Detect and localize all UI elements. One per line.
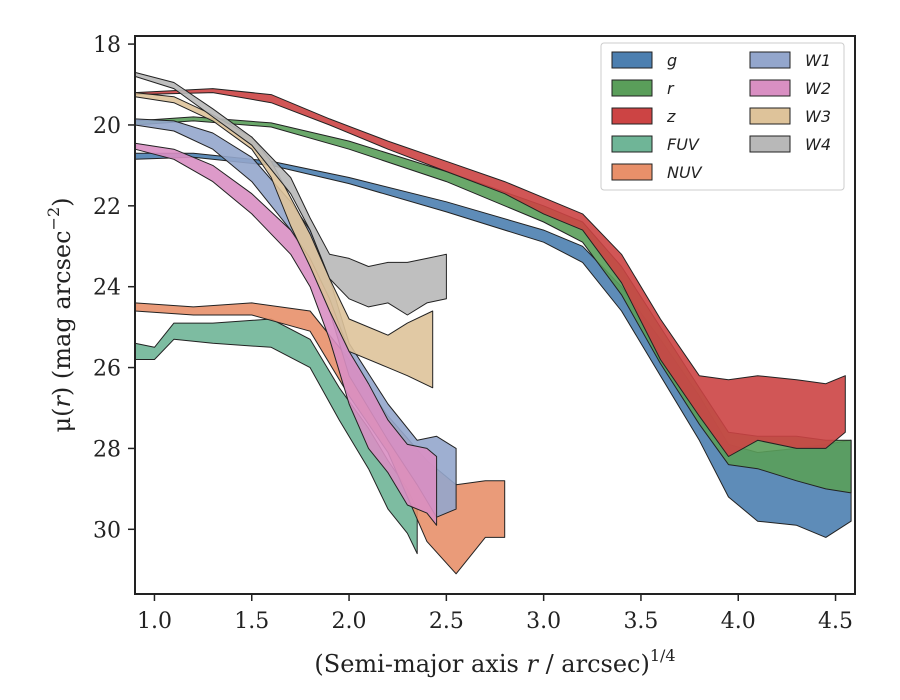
legend-label-z: z: [666, 107, 676, 126]
x-tick-label: 4.5: [818, 609, 853, 634]
legend-label-w3: W3: [805, 107, 831, 126]
legend-swatch-g: [611, 51, 653, 69]
x-axis-label: (Semi-major axis r / arcsec)1/4: [314, 646, 675, 678]
y-axis-label: μ(r) (mag arcsec−2): [44, 197, 76, 432]
legend-swatch-w1: [749, 51, 791, 69]
y-tick-label: 22: [93, 195, 121, 220]
x-tick-label: 3.0: [526, 609, 561, 634]
legend-swatch-w2: [749, 79, 791, 97]
band-w4: [134, 71, 447, 316]
legend-swatch-fuv: [611, 135, 653, 153]
legend-swatch-w3: [749, 107, 791, 125]
legend-swatch-z: [611, 107, 653, 125]
y-axis-ticks: 18 20 22 24 26 28 30: [93, 33, 135, 543]
legend-swatch-r: [611, 79, 653, 97]
x-tick-label: 2.0: [332, 609, 367, 634]
y-tick-label: 30: [93, 518, 121, 543]
x-tick-label: 2.5: [429, 609, 464, 634]
x-tick-label: 4.0: [721, 609, 756, 634]
y-tick-label: 26: [93, 357, 121, 382]
legend-label-w4: W4: [805, 135, 831, 154]
x-tick-label: 1.5: [234, 609, 269, 634]
band-g: [134, 152, 852, 538]
y-tick-label: 18: [93, 33, 121, 58]
legend-label-nuv: NUV: [667, 163, 703, 182]
x-axis-ticks: 1.0 1.5 2.0 2.5 3.0 3.5 4.0 4.5: [137, 594, 853, 634]
x-tick-label: 1.0: [137, 609, 172, 634]
legend-label-fuv: FUV: [667, 135, 700, 154]
y-tick-label: 20: [93, 114, 121, 139]
series-bands: [134, 71, 852, 575]
y-tick-label: 28: [93, 437, 121, 462]
legend: grz FUV NUV W1 W2 W3 W4: [600, 42, 845, 191]
x-tick-label: 3.5: [623, 609, 658, 634]
band-z: [134, 88, 846, 457]
legend-label-w1: W1: [805, 51, 831, 70]
y-tick-label: 24: [93, 276, 121, 301]
legend-label-w2: W2: [805, 79, 831, 98]
band-fuv: [134, 318, 418, 555]
legend-swatch-nuv: [611, 163, 653, 181]
legend-label-r: r: [667, 79, 675, 98]
legend-swatch-w4: [749, 135, 791, 153]
plot-frame: [134, 35, 856, 595]
legend-label-g: g: [667, 51, 677, 70]
